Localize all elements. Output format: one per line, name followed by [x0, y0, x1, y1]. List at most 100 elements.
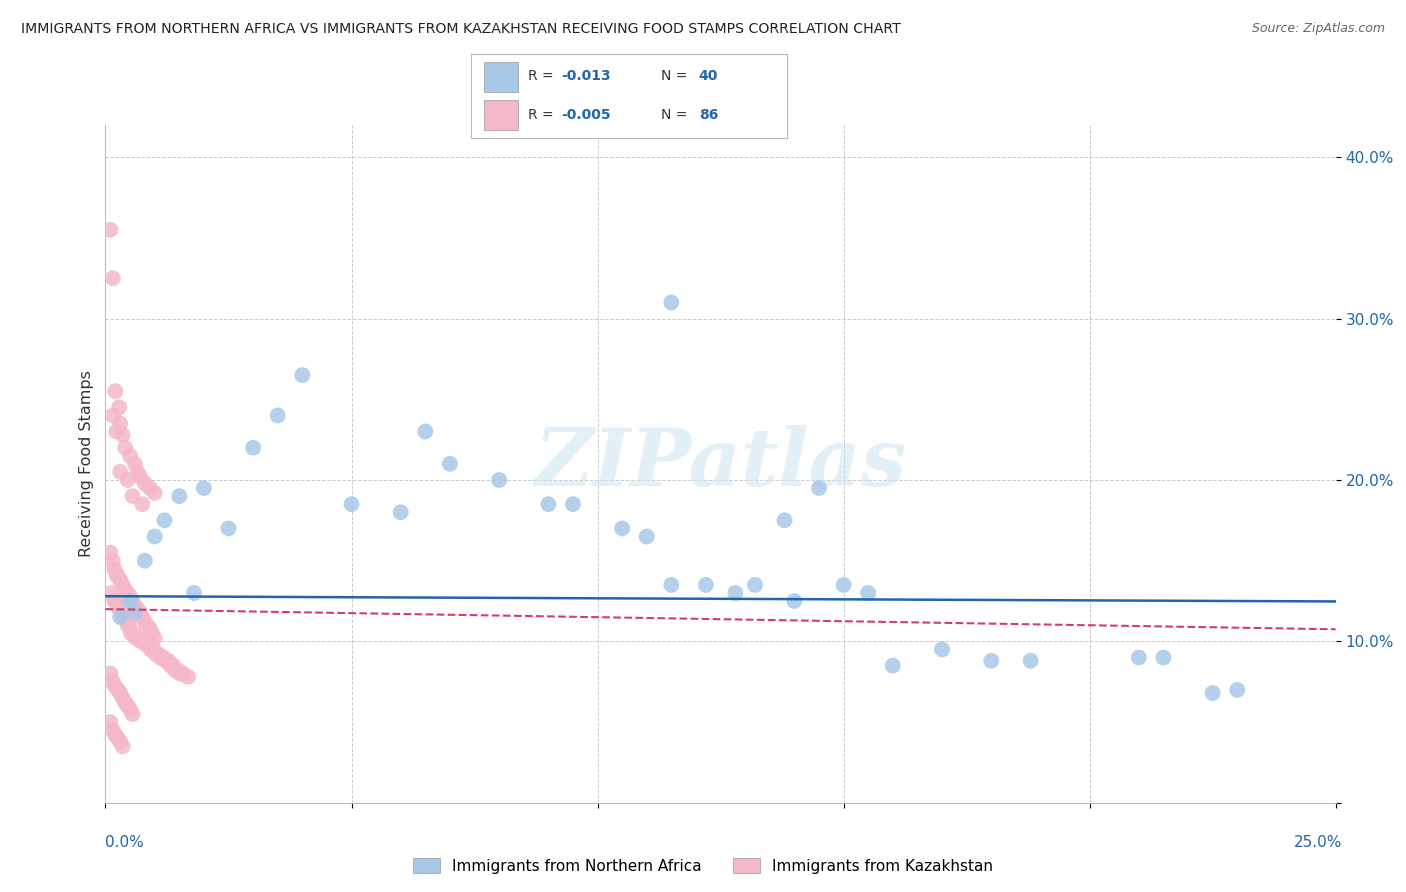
Point [134, 554, 156, 568]
Point [98, 666, 122, 681]
Point [111, 427, 134, 442]
Point [103, 594, 125, 608]
Point [131, 610, 153, 624]
Point [110, 734, 132, 748]
Point [148, 648, 170, 662]
Point [104, 594, 127, 608]
Point [120, 626, 142, 640]
Text: Source: ZipAtlas.com: Source: ZipAtlas.com [1251, 22, 1385, 36]
Point [661, 578, 683, 592]
Point [858, 586, 880, 600]
Text: 40: 40 [699, 70, 718, 83]
Point [111, 578, 134, 592]
Point [177, 670, 200, 684]
Point [112, 610, 135, 624]
Point [124, 457, 146, 471]
Point [98, 715, 122, 730]
Point [121, 489, 143, 503]
Point [636, 529, 658, 543]
Point [562, 497, 585, 511]
Point [139, 642, 162, 657]
Point [108, 401, 131, 415]
Point [112, 610, 135, 624]
Point [157, 654, 180, 668]
Point [117, 586, 139, 600]
Point [980, 654, 1002, 668]
Point [783, 594, 806, 608]
Point [125, 631, 148, 645]
Point [135, 638, 157, 652]
Text: N =: N = [661, 108, 692, 121]
Point [152, 650, 174, 665]
Point [132, 634, 155, 648]
Legend: Immigrants from Northern Africa, Immigrants from Kazakhstan: Immigrants from Northern Africa, Immigra… [406, 852, 1000, 880]
Point [117, 618, 139, 632]
Point [101, 554, 124, 568]
Text: ZIPatlas: ZIPatlas [534, 425, 907, 502]
Point [104, 680, 127, 694]
Point [145, 648, 167, 662]
Point [120, 449, 141, 463]
Point [832, 578, 855, 592]
Point [101, 409, 124, 423]
Point [110, 417, 132, 431]
Point [101, 271, 124, 285]
Point [439, 457, 461, 471]
Text: 0.0%: 0.0% [105, 836, 145, 850]
Text: N =: N = [661, 70, 692, 83]
Point [110, 610, 132, 624]
Point [105, 566, 128, 581]
Text: R =: R = [529, 70, 558, 83]
Text: 86: 86 [699, 108, 718, 121]
Point [724, 586, 747, 600]
Point [136, 618, 159, 632]
Point [127, 465, 149, 479]
Point [138, 622, 162, 636]
Point [98, 223, 122, 237]
Point [1128, 650, 1150, 665]
Point [1201, 686, 1223, 700]
Point [612, 521, 634, 535]
Point [143, 486, 166, 500]
Point [121, 706, 143, 721]
Point [389, 505, 412, 519]
Point [111, 690, 134, 705]
Point [101, 674, 124, 689]
Point [107, 682, 129, 697]
Point [488, 473, 510, 487]
Point [142, 642, 165, 657]
Point [165, 664, 187, 678]
Point [172, 666, 194, 681]
Point [931, 642, 953, 657]
Point [117, 698, 139, 713]
Point [1226, 682, 1249, 697]
Point [744, 578, 766, 592]
Point [159, 658, 181, 673]
Point [1153, 650, 1175, 665]
Point [807, 481, 830, 495]
Text: IMMIGRANTS FROM NORTHERN AFRICA VS IMMIGRANTS FROM KAZAKHSTAN RECEIVING FOOD STA: IMMIGRANTS FROM NORTHERN AFRICA VS IMMIG… [21, 22, 901, 37]
Point [124, 605, 146, 619]
Point [127, 602, 149, 616]
Point [103, 562, 125, 576]
Point [120, 594, 141, 608]
Point [124, 599, 146, 613]
Point [107, 570, 129, 584]
Point [169, 666, 191, 681]
Point [1019, 654, 1042, 668]
Point [134, 615, 156, 629]
Point [108, 602, 131, 616]
Point [117, 473, 139, 487]
Point [110, 465, 132, 479]
Point [773, 513, 796, 527]
Text: -0.005: -0.005 [561, 108, 610, 121]
Point [537, 497, 560, 511]
Point [131, 497, 153, 511]
Point [183, 586, 205, 600]
Point [291, 368, 314, 382]
Point [167, 664, 190, 678]
Point [138, 638, 160, 652]
Point [101, 723, 124, 738]
Point [129, 469, 152, 483]
Point [105, 425, 128, 439]
